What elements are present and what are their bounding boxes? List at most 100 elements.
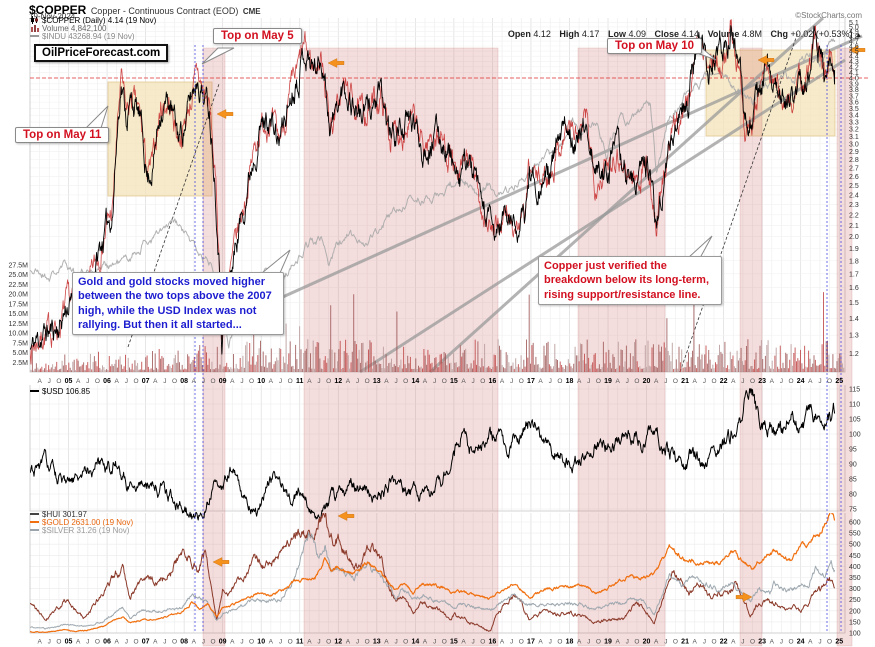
svg-text:12: 12 xyxy=(334,378,342,385)
svg-text:3.9: 3.9 xyxy=(849,81,859,88)
callout-top-may11: Top on May 11 xyxy=(15,127,110,143)
svg-text:J: J xyxy=(472,639,475,646)
svg-text:11: 11 xyxy=(296,378,304,385)
svg-text:12.5M: 12.5M xyxy=(9,321,29,328)
svg-text:O: O xyxy=(557,639,562,646)
svg-text:20: 20 xyxy=(643,378,651,385)
svg-text:2.0: 2.0 xyxy=(849,234,859,241)
svg-text:1.9: 1.9 xyxy=(849,246,859,253)
svg-text:3.4: 3.4 xyxy=(849,113,859,120)
svg-text:A: A xyxy=(654,639,659,646)
gold-series xyxy=(30,513,836,634)
svg-text:09: 09 xyxy=(219,639,227,646)
svg-text:O: O xyxy=(56,639,61,646)
svg-text:27.5M: 27.5M xyxy=(9,262,29,269)
svg-text:3.1: 3.1 xyxy=(849,134,859,141)
open-value: 4.12 xyxy=(533,29,551,39)
grid xyxy=(29,18,846,634)
svg-text:A: A xyxy=(346,378,351,385)
watermark-box: OilPriceForecast.com xyxy=(34,44,169,62)
svg-text:07: 07 xyxy=(142,639,150,646)
svg-text:O: O xyxy=(288,378,293,385)
svg-text:J: J xyxy=(240,378,243,385)
svg-text:J: J xyxy=(279,378,282,385)
svg-text:08: 08 xyxy=(180,639,188,646)
svg-text:500: 500 xyxy=(849,542,861,549)
svg-text:O: O xyxy=(288,639,293,646)
svg-text:2.9: 2.9 xyxy=(849,149,859,156)
svg-text:2.1: 2.1 xyxy=(849,223,859,230)
svg-text:16: 16 xyxy=(489,378,497,385)
svg-text:19: 19 xyxy=(604,378,612,385)
blue-dashed-verticals xyxy=(194,45,842,633)
svg-text:2.3: 2.3 xyxy=(849,202,859,209)
svg-text:19: 19 xyxy=(604,639,612,646)
usd-series xyxy=(30,388,836,521)
svg-text:4.4: 4.4 xyxy=(849,54,859,61)
svg-text:A: A xyxy=(693,639,698,646)
svg-text:25: 25 xyxy=(835,378,843,385)
svg-text:O: O xyxy=(442,378,447,385)
svg-text:4.8: 4.8 xyxy=(849,34,859,41)
svg-text:J: J xyxy=(86,639,89,646)
svg-text:O: O xyxy=(673,378,678,385)
indu-series xyxy=(30,38,836,349)
svg-text:J: J xyxy=(433,378,436,385)
svg-text:A: A xyxy=(461,378,466,385)
svg-text:O: O xyxy=(596,378,601,385)
svg-text:14: 14 xyxy=(411,378,419,385)
svg-text:J: J xyxy=(163,378,166,385)
svg-text:J: J xyxy=(86,378,89,385)
svg-text:A: A xyxy=(269,378,274,385)
hui-series xyxy=(30,513,836,632)
svg-text:20: 20 xyxy=(643,639,651,646)
svg-text:3.3: 3.3 xyxy=(849,120,859,127)
svg-text:22: 22 xyxy=(720,378,728,385)
svg-text:2.4: 2.4 xyxy=(849,192,859,199)
svg-text:A: A xyxy=(192,378,197,385)
svg-text:O: O xyxy=(673,639,678,646)
svg-text:A: A xyxy=(37,378,42,385)
svg-text:4.9: 4.9 xyxy=(849,29,859,36)
svg-text:J: J xyxy=(356,378,359,385)
svg-text:100: 100 xyxy=(849,631,861,638)
svg-text:5.1: 5.1 xyxy=(849,20,859,27)
svg-text:O: O xyxy=(249,378,254,385)
svg-text:O: O xyxy=(442,639,447,646)
svg-text:4.3: 4.3 xyxy=(849,59,859,66)
svg-text:A: A xyxy=(76,639,81,646)
svg-text:2.8: 2.8 xyxy=(849,157,859,164)
svg-text:A: A xyxy=(423,639,428,646)
svg-text:O: O xyxy=(789,639,794,646)
svg-text:1.2: 1.2 xyxy=(849,351,859,358)
svg-text:O: O xyxy=(326,639,331,646)
svg-text:O: O xyxy=(365,378,370,385)
svg-text:400: 400 xyxy=(849,564,861,571)
svg-text:J: J xyxy=(356,639,359,646)
legend-indu: $INDU 43268.94 (19 Nov) xyxy=(42,31,135,41)
svg-text:09: 09 xyxy=(219,378,227,385)
svg-text:10: 10 xyxy=(257,639,265,646)
svg-text:A: A xyxy=(615,378,620,385)
close-label: Close xyxy=(654,29,680,39)
svg-text:15: 15 xyxy=(450,639,458,646)
chart-date: 19-Nov-2024 xyxy=(29,12,76,21)
svg-text:3.6: 3.6 xyxy=(849,100,859,107)
svg-text:3.7: 3.7 xyxy=(849,93,859,100)
usd-line-icon xyxy=(30,390,39,392)
svg-text:A: A xyxy=(693,378,698,385)
svg-text:21: 21 xyxy=(681,639,689,646)
svg-text:J: J xyxy=(818,639,821,646)
svg-text:1.5: 1.5 xyxy=(849,300,859,307)
svg-text:150: 150 xyxy=(849,619,861,626)
svg-text:J: J xyxy=(317,639,320,646)
svg-text:O: O xyxy=(827,639,832,646)
svg-text:75: 75 xyxy=(849,507,857,514)
svg-text:350: 350 xyxy=(849,575,861,582)
svg-text:A: A xyxy=(153,378,158,385)
low-value: 4.09 xyxy=(628,29,646,39)
svg-text:A: A xyxy=(37,639,42,646)
svg-text:95: 95 xyxy=(849,447,857,454)
svg-text:O: O xyxy=(634,378,639,385)
